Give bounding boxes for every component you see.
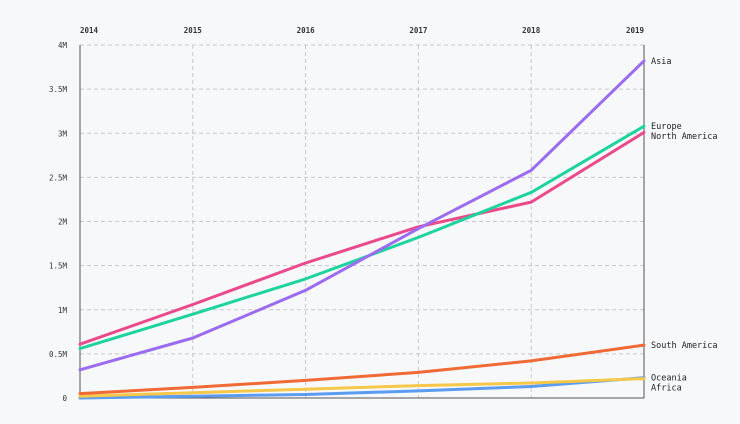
y-tick-label: 3.5M: [49, 85, 68, 94]
series-line-asia: [78, 59, 646, 372]
y-tick-label: 4M: [58, 41, 68, 50]
x-tick-label: 2017: [409, 26, 427, 35]
series-label-europe: Europe: [651, 122, 682, 132]
series-label-north-america: North America: [651, 132, 718, 142]
series-line-oceania: [78, 376, 646, 400]
x-tick-label: 2015: [184, 26, 202, 35]
y-tick-label: 2.5M: [49, 173, 68, 182]
y-tick-label: 1.5M: [49, 262, 68, 271]
y-tick-label: 0: [62, 394, 67, 403]
series-line-north-america: [78, 130, 646, 346]
x-tick-label: 2018: [522, 26, 541, 35]
y-tick-label: 1M: [58, 306, 68, 315]
y-tick-label: 3M: [58, 129, 68, 138]
x-tick-label: 2016: [297, 26, 316, 35]
series-line-africa: [78, 377, 646, 398]
series-lines: [78, 59, 646, 400]
series-label-africa: Africa: [651, 384, 682, 394]
series-label-south-america: South America: [651, 341, 718, 351]
series-label-oceania: Oceania: [651, 374, 687, 384]
series-label-asia: Asia: [651, 57, 671, 67]
y-tick-label: 2M: [58, 218, 68, 227]
x-tick-label: 2019: [626, 26, 645, 35]
y-tick-label: 0.5M: [49, 350, 68, 359]
x-tick-label: 2014: [80, 26, 99, 35]
series-line-south-america: [78, 343, 646, 396]
axes: 0 0.5M 1M 1.5M 2M 2.5M 3M 3.5M 4M 2014 2015 2016 201…: [49, 26, 645, 403]
